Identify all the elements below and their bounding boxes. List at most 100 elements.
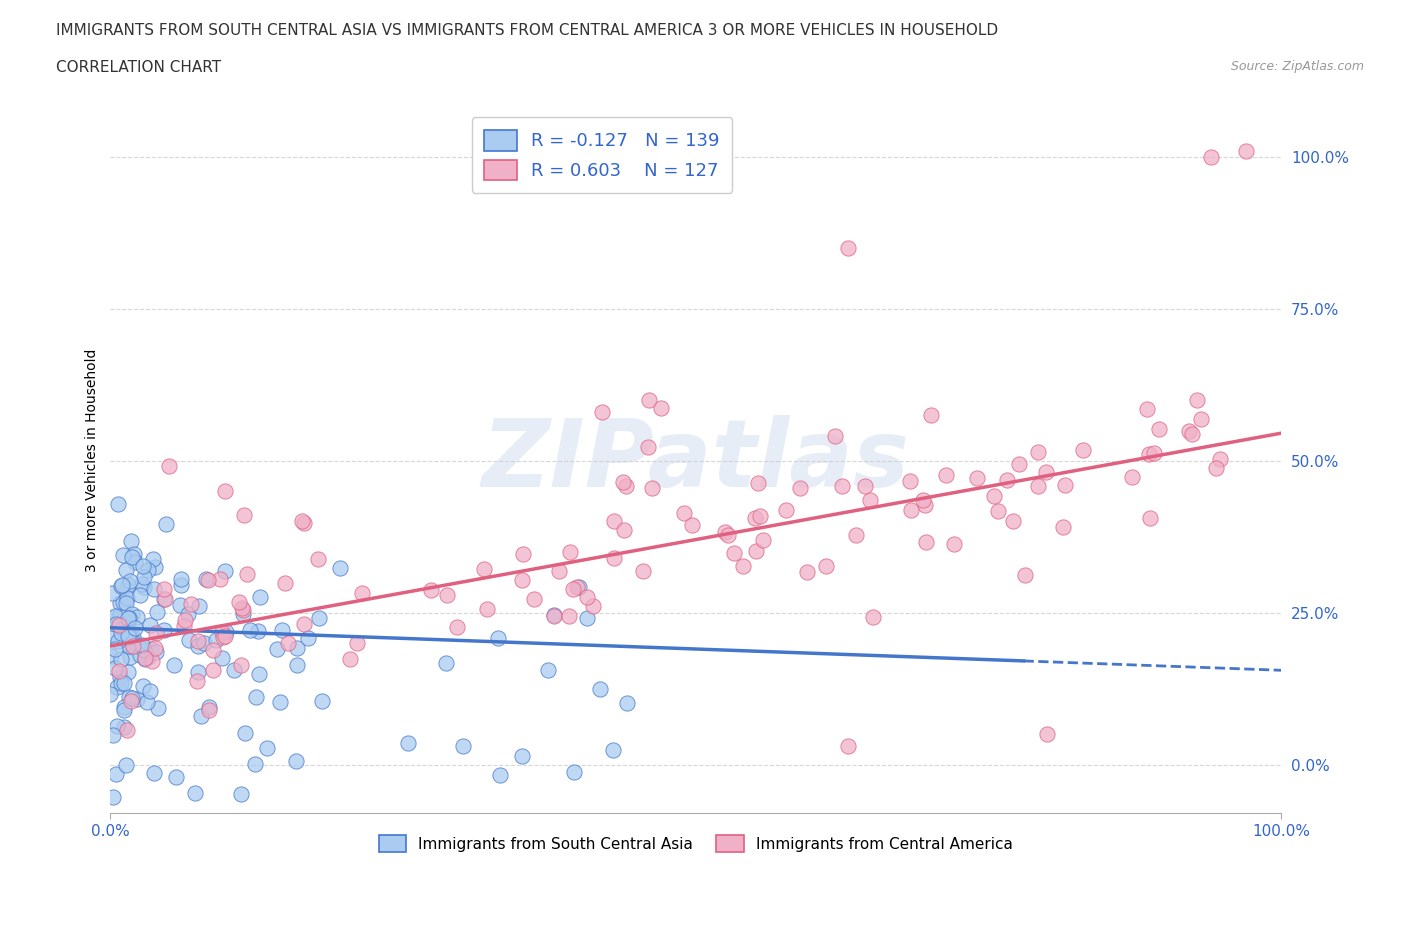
Point [723,546,745,561]
Point [789,481,811,496]
Point [285,658,308,672]
Point [134,652,156,667]
Point [983,488,1005,503]
Point [1205,460,1227,475]
Point [180,597,202,612]
Point [118,690,141,705]
Point [1026,445,1049,459]
Point [486,631,509,645]
Point [187,633,209,648]
Point [232,603,254,618]
Point [650,401,672,416]
Point [120,650,142,665]
Point [139,684,162,698]
Point [266,641,288,656]
Y-axis label: 3 or more Vehicles in Household: 3 or more Vehicles in Household [86,349,100,572]
Point [292,515,315,530]
Point [943,537,966,551]
Point [523,591,546,606]
Point [211,624,233,639]
Point [104,617,127,631]
Point [131,638,153,653]
Point [752,533,775,548]
Point [115,723,138,737]
Point [510,573,533,588]
Point [543,608,565,623]
Point [603,551,626,565]
Point [641,481,664,496]
Point [122,630,145,644]
Point [987,503,1010,518]
Point [308,610,330,625]
Point [352,586,374,601]
Point [862,610,884,625]
Point [110,607,132,622]
Point [117,665,139,680]
Point [187,598,209,613]
Point [214,629,236,644]
Point [775,502,797,517]
Point [714,525,737,539]
Point [118,573,141,588]
Point [134,643,156,658]
Point [125,609,148,624]
Point [100,687,122,702]
Point [637,439,659,454]
Point [103,727,125,742]
Point [935,468,957,483]
Point [824,429,846,444]
Point [108,663,131,678]
Point [591,405,613,419]
Point [1185,392,1208,407]
Point [165,769,187,784]
Point [121,607,143,622]
Point [1073,443,1095,458]
Point [143,581,166,596]
Point [105,767,128,782]
Point [915,535,938,550]
Point [155,517,177,532]
Point [562,764,585,779]
Point [117,578,139,592]
Point [436,588,458,603]
Point [142,551,165,566]
Point [603,513,626,528]
Point [110,578,132,593]
Point [115,758,138,773]
Point [108,669,131,684]
Point [1035,465,1057,480]
Point [143,640,166,655]
Point [136,563,159,578]
Point [198,702,221,717]
Point [898,473,921,488]
Point [101,790,124,804]
Point [115,595,138,610]
Point [1054,477,1077,492]
Point [602,742,624,757]
Point [112,676,135,691]
Point [966,471,988,485]
Point [246,624,269,639]
Point [146,604,169,619]
Point [214,564,236,578]
Point [134,650,156,665]
Point [911,493,934,508]
Point [132,569,155,584]
Point [121,639,143,654]
Point [273,576,295,591]
Point [633,564,655,578]
Point [124,620,146,635]
Point [132,679,155,694]
Point [1135,402,1157,417]
Point [145,626,167,641]
Point [197,573,219,588]
Point [101,631,124,646]
Point [815,558,838,573]
Point [201,642,224,657]
Point [396,736,419,751]
Point [177,632,200,647]
Point [558,609,581,624]
Point [231,787,253,802]
Point [231,601,253,616]
Point [184,786,207,801]
